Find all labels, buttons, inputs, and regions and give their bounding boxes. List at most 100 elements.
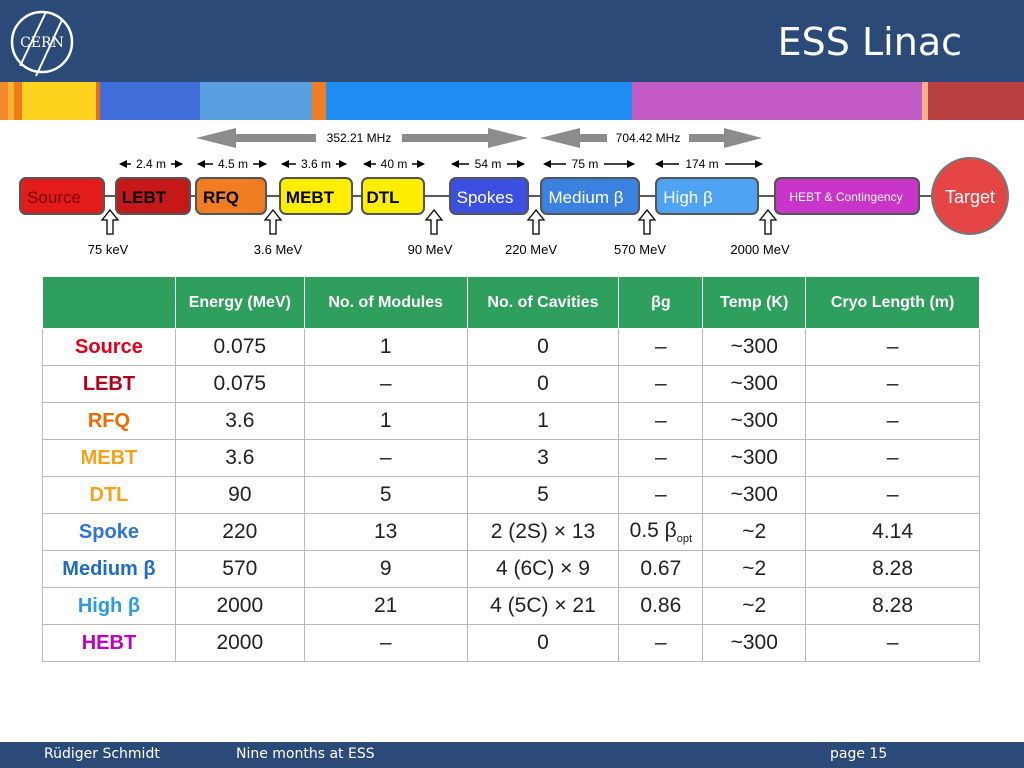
target-circle: Target	[931, 157, 1009, 235]
stripe-segment	[632, 82, 922, 120]
frequency-arrow-high: 704.42 MHz	[540, 128, 762, 148]
footer-bar: Rüdiger Schmidt Nine months at ESS page …	[0, 742, 1024, 768]
footer-author: Rüdiger Schmidt	[44, 746, 160, 762]
temp-cell: ~2	[702, 550, 807, 588]
table-row: LEBT 0.075–0– ~300–	[42, 365, 980, 403]
energy-marker: 90 MeV	[408, 208, 453, 257]
row-name-cell: Source	[42, 328, 176, 366]
section-lebt: LEBT	[115, 177, 191, 215]
cryo-length-cell: –	[805, 439, 980, 477]
temp-cell: ~300	[702, 328, 807, 366]
stripe-segment	[922, 82, 928, 120]
section-dtl: DTL	[361, 177, 425, 215]
length-dimension: 54 m	[451, 156, 525, 171]
energy-cell: 3.6	[174, 402, 305, 440]
cryo-length-cell: –	[805, 624, 980, 662]
energy-cell: 2000	[174, 587, 305, 625]
energy-label: 220 MeV	[505, 242, 557, 257]
modules-cell: 5	[303, 476, 468, 514]
frequency-arrow-low: 352.21 MHz	[196, 128, 528, 148]
table-row: RFQ 3.6 1 1– ~300–	[42, 402, 980, 440]
header-bar: CERN ESS Linac	[0, 0, 1024, 82]
beta-cell: –	[618, 402, 704, 440]
target-label: Target	[945, 187, 995, 207]
row-name-cell: MEBT	[42, 439, 176, 477]
stripe-segment	[22, 82, 96, 120]
modules-cell: –	[303, 439, 468, 477]
page-title: ESS Linac	[777, 20, 962, 64]
cavities-cell: 0	[466, 624, 620, 662]
cavities-cell: 0	[466, 365, 620, 403]
section-label: DTL	[366, 188, 399, 207]
temp-cell: ~2	[702, 513, 807, 551]
cavities-cell: 0	[466, 328, 620, 366]
energy-label: 570 MeV	[614, 242, 666, 257]
length-label: 2.4 m	[136, 157, 166, 171]
energy-marker: 220 MeV	[505, 208, 557, 257]
energy-cell: 3.6	[174, 439, 305, 477]
energy-cell: 2000	[174, 624, 305, 662]
section-high-beta: High β	[655, 177, 759, 215]
energy-cell: 570	[174, 550, 305, 588]
linac-diagram: 352.21 MHz 704.42 MHz 2.4 m 4.5 m 3.6 m …	[19, 128, 1009, 257]
energy-cell: 220	[174, 513, 305, 551]
energy-cell: 90	[174, 476, 305, 514]
cavities-cell: 1	[466, 402, 620, 440]
stripe-segment	[928, 82, 1024, 120]
footer-page-number: page 15	[830, 746, 888, 762]
beta-value: –	[655, 631, 667, 654]
length-dimension: 2.4 m	[119, 156, 183, 171]
beta-cell: –	[618, 328, 704, 366]
cavities-cell: 4 (6C) × 9	[466, 550, 620, 588]
temp-cell: ~300	[702, 624, 807, 662]
beta-value: 0.5 β	[629, 518, 677, 542]
section-label: LEBT	[122, 188, 167, 207]
length-label: 4.5 m	[218, 157, 248, 171]
beta-cell: –	[618, 439, 704, 477]
section-medium-beta: Medium β	[540, 177, 640, 215]
row-name-cell: High β	[42, 587, 176, 625]
table-header-row: Energy (MeV) No. of Modules No. of Cavit…	[42, 276, 980, 329]
row-name-cell: LEBT	[42, 365, 176, 403]
column-header: βg	[618, 276, 704, 329]
length-label: 40 m	[381, 157, 408, 171]
modules-cell: –	[303, 624, 468, 662]
beta-subscript: opt	[676, 533, 693, 546]
energy-label: 3.6 MeV	[254, 242, 303, 257]
beta-cell: 0.67	[618, 550, 704, 588]
length-label: 174 m	[685, 157, 718, 171]
temp-cell: ~300	[702, 476, 807, 514]
table-row: HEBT 2000–0– ~300–	[42, 624, 980, 662]
stripe-segment	[8, 82, 14, 120]
section-label: HEBT & Contingency	[789, 190, 902, 204]
column-header: Cryo Length (m)	[805, 276, 980, 329]
modules-cell: 21	[303, 587, 468, 625]
modules-cell: –	[303, 365, 468, 403]
beta-cell: 0.5 βopt	[618, 513, 704, 551]
cryo-length-cell: 8.28	[805, 587, 980, 625]
section-mebt: MEBT	[279, 177, 353, 215]
column-header	[42, 276, 176, 329]
row-name-cell: Medium β	[42, 550, 176, 588]
energy-cell: 0.075	[174, 328, 305, 366]
column-header: No. of Cavities	[466, 276, 620, 329]
section-spokes: Spokes	[449, 177, 529, 215]
beta-cell: –	[618, 476, 704, 514]
section-label: MEBT	[286, 188, 335, 207]
length-label: 75 m	[572, 157, 599, 171]
column-header: Energy (MeV)	[174, 276, 305, 329]
modules-cell: 9	[303, 550, 468, 588]
length-label: 3.6 m	[301, 157, 331, 171]
length-dimension: 75 m	[543, 156, 635, 171]
length-dimension: 40 m	[363, 156, 425, 171]
cavities-cell: 5	[466, 476, 620, 514]
row-name-cell: RFQ	[42, 402, 176, 440]
beta-value: –	[655, 335, 667, 358]
stripe-segment	[0, 82, 8, 120]
stripe-segment	[312, 82, 326, 120]
length-label: 54 m	[475, 157, 502, 171]
beta-value: –	[655, 372, 667, 395]
cavities-cell: 4 (5C) × 21	[466, 587, 620, 625]
section-label: Spokes	[457, 188, 514, 207]
cryo-length-cell: –	[805, 328, 980, 366]
